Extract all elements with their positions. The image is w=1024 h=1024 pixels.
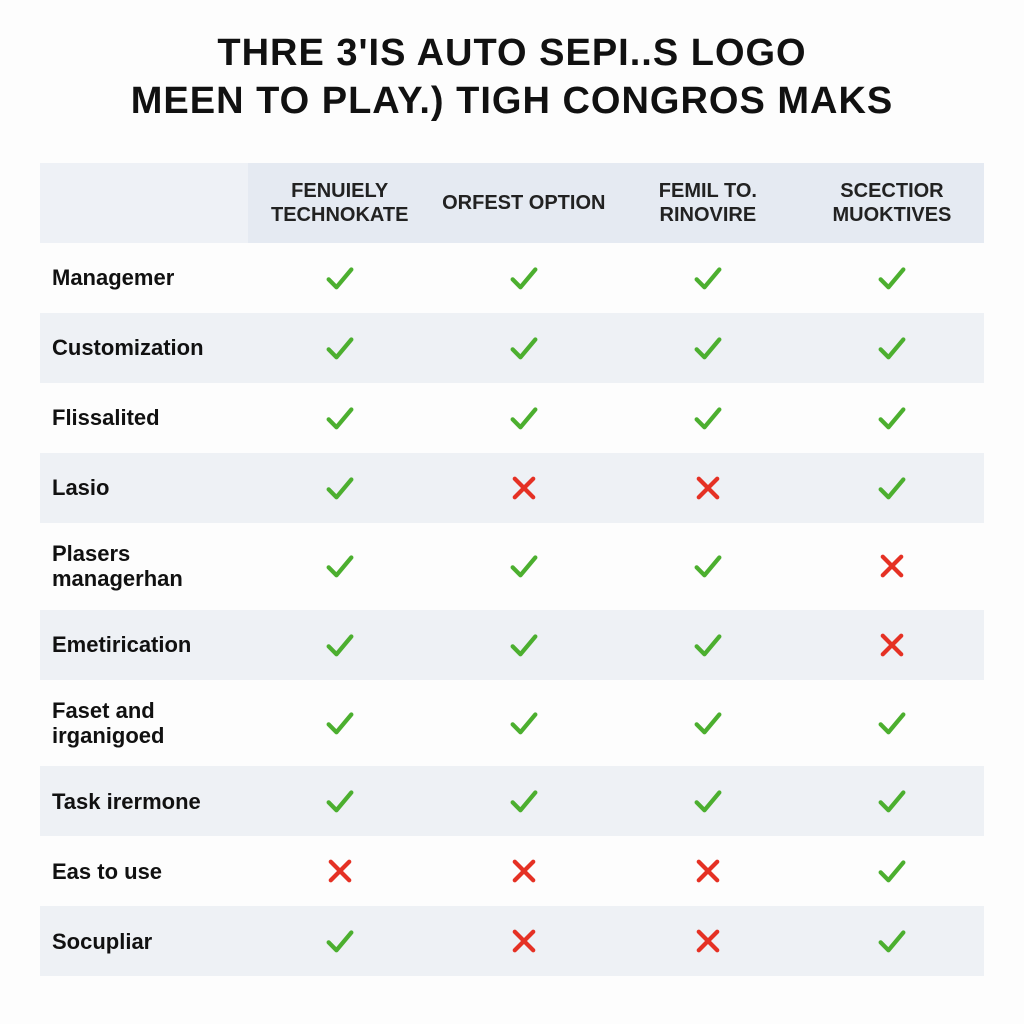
check-icon bbox=[432, 766, 616, 836]
check-icon bbox=[800, 383, 984, 453]
check-icon bbox=[248, 383, 432, 453]
check-icon bbox=[248, 243, 432, 313]
check-icon bbox=[800, 243, 984, 313]
table-row: Task irermone bbox=[40, 766, 984, 836]
cross-icon bbox=[432, 836, 616, 906]
check-icon bbox=[616, 383, 800, 453]
cross-icon bbox=[432, 453, 616, 523]
feature-label: Faset and irganigoed bbox=[40, 680, 248, 767]
cross-icon bbox=[616, 453, 800, 523]
check-icon bbox=[432, 680, 616, 767]
comparison-table: FENUIELY TECHNOKATE ORFEST OPTION FEMIL … bbox=[40, 163, 984, 976]
table-row: Managemer bbox=[40, 243, 984, 313]
check-icon bbox=[248, 766, 432, 836]
check-icon bbox=[616, 766, 800, 836]
check-icon bbox=[432, 313, 616, 383]
check-icon bbox=[432, 243, 616, 313]
table-row: Customization bbox=[40, 313, 984, 383]
title-line-1: THRE 3'IS AUTO SEPI..S LOGO bbox=[217, 32, 806, 74]
feature-label: Task irermone bbox=[40, 766, 248, 836]
check-icon bbox=[248, 610, 432, 680]
check-icon bbox=[800, 836, 984, 906]
feature-label: Managemer bbox=[40, 243, 248, 313]
cross-icon bbox=[616, 836, 800, 906]
feature-label: Emetirication bbox=[40, 610, 248, 680]
table-row: Lasio bbox=[40, 453, 984, 523]
check-icon bbox=[800, 766, 984, 836]
cross-icon bbox=[800, 610, 984, 680]
table-header: FENUIELY TECHNOKATE ORFEST OPTION FEMIL … bbox=[40, 163, 984, 243]
check-icon bbox=[248, 906, 432, 976]
table-row: Emetirication bbox=[40, 610, 984, 680]
table-body: ManagemerCustomizationFlissalitedLasioPl… bbox=[40, 243, 984, 976]
check-icon bbox=[616, 313, 800, 383]
table-row: Faset and irganigoed bbox=[40, 680, 984, 767]
column-header: FENUIELY TECHNOKATE bbox=[248, 163, 432, 243]
cross-icon bbox=[800, 523, 984, 610]
cross-icon bbox=[248, 836, 432, 906]
check-icon bbox=[432, 383, 616, 453]
feature-label: Eas to use bbox=[40, 836, 248, 906]
column-header: ORFEST OPTION bbox=[432, 163, 616, 243]
feature-label: Lasio bbox=[40, 453, 248, 523]
check-icon bbox=[432, 523, 616, 610]
header-blank bbox=[40, 163, 248, 243]
feature-label: Socupliar bbox=[40, 906, 248, 976]
column-header: SCECTIOR MUOKTIVES bbox=[800, 163, 984, 243]
check-icon bbox=[800, 906, 984, 976]
check-icon bbox=[248, 680, 432, 767]
check-icon bbox=[248, 453, 432, 523]
check-icon bbox=[616, 610, 800, 680]
title-line-2: MEEN TO PLAY.) TIGH CONGROS MAKS bbox=[131, 80, 894, 122]
check-icon bbox=[248, 523, 432, 610]
table-row: Flissalited bbox=[40, 383, 984, 453]
table-row: Eas to use bbox=[40, 836, 984, 906]
check-icon bbox=[616, 680, 800, 767]
column-header: FEMIL TO. RINOVIRE bbox=[616, 163, 800, 243]
check-icon bbox=[432, 610, 616, 680]
check-icon bbox=[800, 680, 984, 767]
feature-label: Plasers managerhan bbox=[40, 523, 248, 610]
check-icon bbox=[800, 453, 984, 523]
page-title: THRE 3'IS AUTO SEPI..S LOGO MEEN TO PLAY… bbox=[40, 30, 984, 125]
cross-icon bbox=[616, 906, 800, 976]
check-icon bbox=[248, 313, 432, 383]
check-icon bbox=[616, 523, 800, 610]
table-row: Plasers managerhan bbox=[40, 523, 984, 610]
cross-icon bbox=[432, 906, 616, 976]
feature-label: Customization bbox=[40, 313, 248, 383]
feature-label: Flissalited bbox=[40, 383, 248, 453]
check-icon bbox=[616, 243, 800, 313]
table-row: Socupliar bbox=[40, 906, 984, 976]
check-icon bbox=[800, 313, 984, 383]
